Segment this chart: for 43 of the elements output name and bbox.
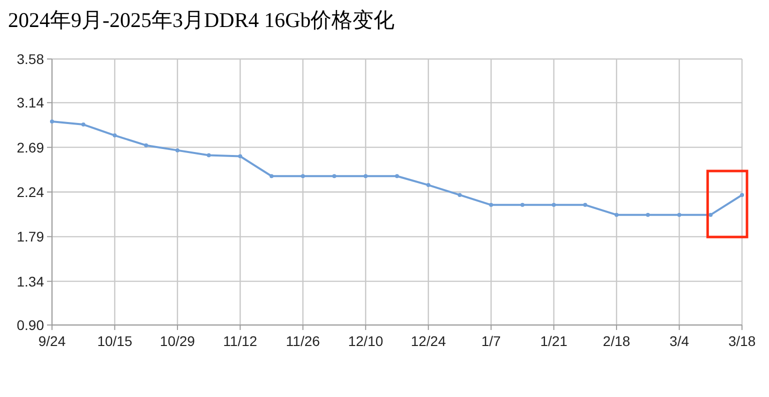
point [740,192,744,197]
point [332,174,336,178]
y-tick-label: 2.69 [16,139,44,156]
point [300,174,305,178]
x-tick-label: 10/15 [97,333,132,349]
point [489,202,494,207]
chart-title: 2024年9月-2025年3月DDR4 16Gb价格变化 [8,8,395,32]
x-tick-label: 12/24 [410,333,446,349]
point [206,153,211,158]
point [112,133,117,138]
x-tick-label: 3/18 [728,333,756,349]
y-tick-label: 1.79 [16,228,44,245]
x-tick-label: 12/10 [348,333,384,349]
point [364,174,368,178]
x-tick-label: 3/4 [670,333,690,349]
point [238,154,242,158]
point [583,202,588,207]
point [270,174,274,178]
x-tick-label: 1/7 [481,333,502,349]
point [144,143,148,148]
x-tick-label: 11/12 [223,333,258,349]
x-tick-label: 11/26 [286,333,320,349]
y-tick-label: 3.58 [16,51,44,67]
x-tick-label: 1/21 [540,333,568,349]
point [708,212,713,217]
x-tick-label: 10/29 [160,333,196,349]
point [614,212,619,217]
point [50,120,54,124]
point [552,202,556,207]
x-tick-label: 2/18 [602,333,630,349]
point [175,148,180,152]
x-tick-label: 9/24 [38,333,66,349]
point [395,174,399,178]
point [426,183,430,188]
y-tick-label: 1.34 [16,273,44,290]
point [458,192,462,197]
y-tick-label: 0.90 [16,317,44,333]
y-tick-label: 3.14 [16,94,44,111]
point [81,122,86,127]
point [677,212,682,217]
y-tick-label: 2.24 [16,184,44,200]
point [646,212,650,217]
point [520,202,524,207]
